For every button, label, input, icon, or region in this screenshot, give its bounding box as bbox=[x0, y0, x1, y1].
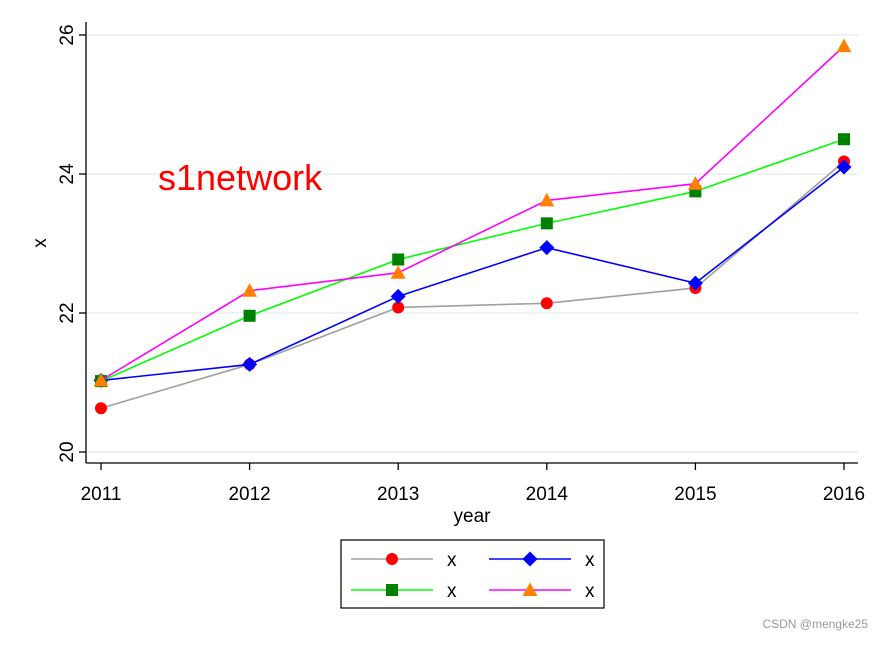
x-tick-label-2015: 2015 bbox=[674, 484, 716, 505]
legend-label: x bbox=[447, 550, 457, 571]
axis-layer: 20 22 24 26 2011 2012 2013 2014 2015 2016 year x bbox=[30, 22, 865, 527]
y-tick-label-20: 20 bbox=[57, 441, 78, 462]
series-2-point-2013 bbox=[390, 288, 406, 304]
legend-item-4: x bbox=[489, 581, 595, 602]
annotation-layer: s1network bbox=[158, 157, 323, 198]
series-1-line bbox=[100, 160, 845, 409]
series-layer bbox=[93, 38, 852, 415]
series-3-point-2013 bbox=[392, 253, 405, 266]
series-4 bbox=[93, 38, 852, 387]
series-4-point-2013 bbox=[390, 265, 406, 279]
series-4-point-2014 bbox=[539, 192, 555, 207]
series-3 bbox=[95, 133, 850, 388]
y-axis-title: x bbox=[30, 238, 51, 248]
legend: x xx x bbox=[340, 539, 605, 609]
series-2-point-2012 bbox=[242, 356, 258, 372]
series-4-point-2016 bbox=[836, 38, 852, 53]
series-3-line bbox=[100, 138, 845, 382]
series-2-point-2014 bbox=[539, 240, 555, 256]
x-tick-label-2011: 2011 bbox=[81, 484, 122, 505]
legend-swatch-marker bbox=[386, 584, 398, 596]
grid-layer bbox=[86, 34, 858, 453]
series-1-point-2011 bbox=[95, 402, 107, 415]
legend-item-2: x bbox=[489, 550, 595, 571]
x-axis-title: year bbox=[454, 506, 492, 527]
series-2-point-2015 bbox=[687, 275, 703, 291]
series-4-point-2012 bbox=[242, 283, 258, 297]
series-3-point-2016 bbox=[838, 133, 850, 146]
y-tick-label-26: 26 bbox=[57, 24, 78, 45]
legend-swatch-marker bbox=[522, 582, 538, 596]
y-tick-label-24: 24 bbox=[57, 163, 78, 185]
legend-label: x bbox=[585, 550, 595, 571]
legend-box bbox=[340, 539, 605, 609]
x-tick-label-2012: 2012 bbox=[228, 484, 270, 505]
watermark-text: CSDN @mengke25 bbox=[762, 617, 868, 631]
series-3-point-2012 bbox=[243, 309, 256, 322]
legend-label: x bbox=[585, 581, 595, 602]
series-2-point-2016 bbox=[836, 159, 852, 175]
legend-item-3: x bbox=[351, 581, 457, 602]
x-tick-label-2014: 2014 bbox=[526, 484, 569, 505]
legend-swatch-marker bbox=[522, 551, 538, 567]
annotation-text: s1network bbox=[158, 157, 323, 198]
legend-swatch-marker bbox=[386, 553, 398, 565]
series-2-line bbox=[100, 166, 845, 382]
legend-label: x bbox=[447, 581, 457, 602]
series-3-point-2014 bbox=[540, 217, 553, 230]
x-tick-label-2016: 2016 bbox=[823, 484, 865, 505]
legend-item-1: x bbox=[351, 550, 457, 571]
series-1-point-2013 bbox=[392, 301, 405, 314]
x-tick-label-2013: 2013 bbox=[377, 484, 419, 505]
series-4-point-2011 bbox=[93, 372, 109, 387]
series-4-line bbox=[100, 45, 845, 382]
series-4-point-2015 bbox=[687, 176, 703, 190]
y-tick-label-22: 22 bbox=[57, 302, 78, 323]
series-1-point-2014 bbox=[540, 297, 553, 310]
